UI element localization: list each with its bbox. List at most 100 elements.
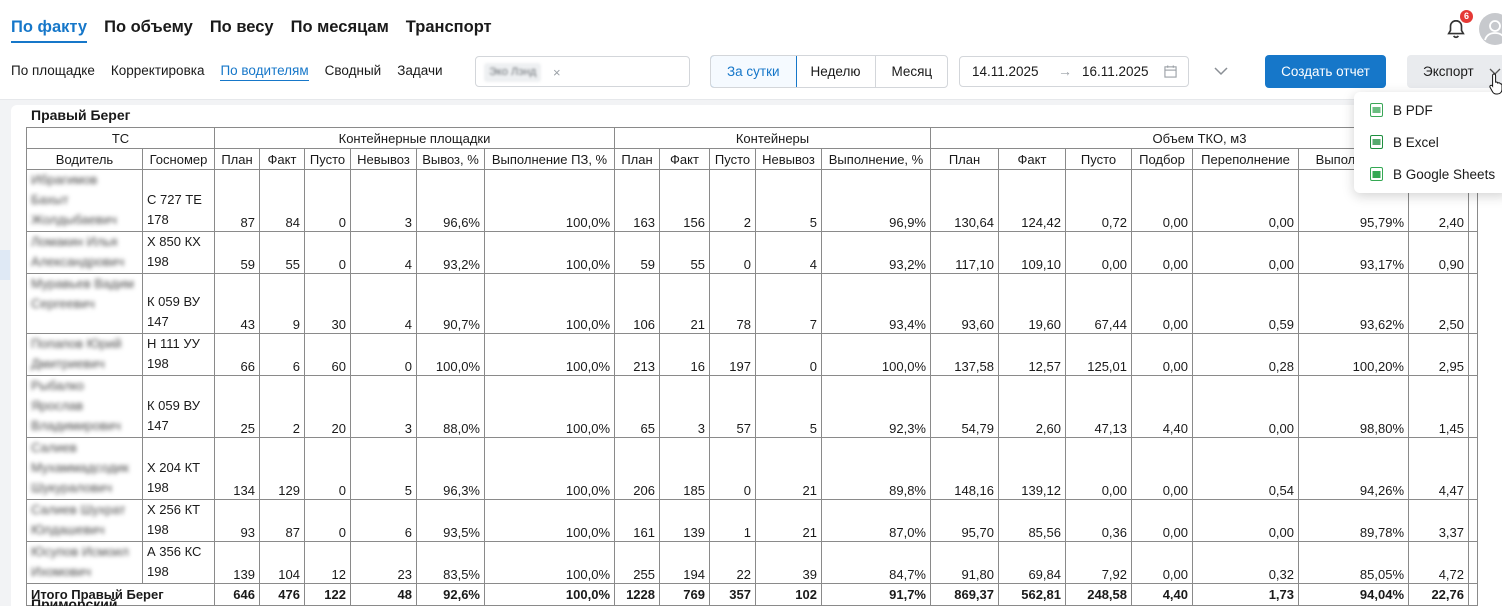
table-cell-empty [1468, 437, 1478, 500]
driver-name: Салиев Шухрат Юлдашевич [26, 499, 143, 542]
table-cell: 0,00 [1131, 333, 1193, 376]
date-to: 16.11.2025 [1082, 64, 1149, 79]
table-cell: 109,10 [998, 231, 1066, 274]
table-cell: 7,92 [1065, 541, 1132, 584]
table-cell: 0,00 [1192, 375, 1299, 438]
table-cell: 0,36 [1065, 499, 1132, 542]
export-menu-item-2[interactable]: В Google Sheets [1370, 165, 1495, 185]
table-row: Муравьев Вадим Сергеевич К 059 ВУ 147 43 9 30… [26, 273, 1478, 334]
create-report-button[interactable]: Создать отчет [1265, 55, 1386, 88]
driver-name-text: Муравьев Вадим Сергеевич [31, 276, 134, 311]
main-tabs: По факту По объему По весу По месяцам Трансп… [11, 18, 509, 43]
sub-tab-0[interactable]: По площадке [11, 63, 95, 78]
export-menu-item-1[interactable]: В Excel [1370, 133, 1439, 153]
chip-close-icon[interactable]: × [553, 65, 561, 80]
table-cell: 89,78% [1298, 499, 1409, 542]
sub-tab-2[interactable]: По водителям [220, 63, 309, 81]
table-cell: 69,84 [998, 541, 1066, 584]
site-filter-input[interactable]: Эко Лэнд × [475, 56, 690, 87]
table-cell: 104 [259, 541, 305, 584]
table-cell: 55 [259, 231, 305, 274]
column-header: Пусто [1065, 148, 1132, 170]
table-cell: 91,80 [930, 541, 999, 584]
table-cell: 0,32 [1192, 541, 1299, 584]
table-cell: 3 [659, 375, 710, 438]
export-menu-item-0[interactable]: В PDF [1370, 101, 1433, 121]
driver-name-text: Салиев Шухрат Юлдашевич [31, 502, 126, 537]
table-cell: 1 [709, 499, 756, 542]
driver-name: Ибрагимов Бахыт Жолдыбаевич [26, 169, 143, 232]
chevron-down-icon[interactable] [1213, 63, 1229, 79]
table-cell: 66 [214, 333, 260, 376]
table-cell: 3,37 [1408, 499, 1469, 542]
bell-icon[interactable] [1445, 18, 1467, 40]
table-cell: 0,00 [1065, 231, 1132, 274]
avatar[interactable] [1479, 13, 1502, 45]
group-header: Контейнерные площадки [214, 127, 615, 149]
sub-tab-3[interactable]: Сводный [324, 63, 382, 78]
section-title: Правый Берег [31, 107, 131, 123]
table-cell: 0,90 [1408, 231, 1469, 274]
export-menu-label: В PDF [1393, 103, 1433, 118]
table-cell-empty [1468, 333, 1478, 376]
table-cell: 87 [259, 499, 305, 542]
user-icon [1484, 20, 1502, 41]
top-bar: По факту По объему По весу По месяцам Трансп… [0, 0, 1502, 100]
table-cell: 87 [214, 169, 260, 232]
table-cell: 2 [259, 375, 305, 438]
table-cell: 95,70 [930, 499, 999, 542]
column-header: План [614, 148, 660, 170]
total-cell: 476 [259, 583, 305, 606]
driver-name-text: Юсупов Исмоил Ихомович [31, 544, 129, 579]
export-menu-label: В Excel [1393, 135, 1439, 150]
table-cell: 94,26% [1298, 437, 1409, 500]
table-cell: 98,80% [1298, 375, 1409, 438]
table-cell: 117,10 [930, 231, 999, 274]
driver-name-text: Салиев Мухаммадсодик Шукуралович [31, 440, 129, 495]
plate-line: Н 111 УУ [147, 336, 200, 351]
table-cell: 139 [214, 541, 260, 584]
table-cell: 19,60 [998, 273, 1066, 334]
period-option-2[interactable]: Месяц [891, 64, 933, 79]
export-button[interactable]: Экспорт [1407, 55, 1502, 88]
plate-line: 147 [147, 314, 169, 329]
table-cell: 20 [304, 375, 351, 438]
table-cell: 0,54 [1192, 437, 1299, 500]
tab-main-3[interactable]: По месяцам [290, 18, 389, 36]
tab-main-0[interactable]: По факту [11, 18, 88, 43]
date-range-picker[interactable]: 14.11.2025 → 16.11.2025 [959, 56, 1189, 87]
export-button-label: Экспорт [1423, 64, 1474, 79]
table-cell: 6 [259, 333, 305, 376]
sidebar-edge [0, 250, 10, 280]
table-cell: 0,00 [1131, 231, 1193, 274]
calendar-icon[interactable] [1164, 65, 1177, 78]
table-cell: 129 [259, 437, 305, 500]
table-cell: 93,5% [416, 499, 485, 542]
table-cell: 12,57 [998, 333, 1066, 376]
table-cell: 213 [614, 333, 660, 376]
table-cell: 4,40 [1131, 375, 1193, 438]
table-cell: 156 [659, 169, 710, 232]
table-cell: 4,47 [1408, 437, 1469, 500]
table-cell: 3 [350, 375, 417, 438]
table-row: Салиев Шухрат Юлдашевич Х 256 КТ 198 93 87 0 6… [26, 499, 1478, 542]
sub-tab-1[interactable]: Корректировка [110, 63, 205, 78]
table-cell: 163 [614, 169, 660, 232]
period-option-1[interactable]: Неделю [796, 56, 877, 87]
table-cell: 88,0% [416, 375, 485, 438]
table-cell: 93,2% [416, 231, 485, 274]
table-cell: 0,00 [1131, 273, 1193, 334]
plate-line: С 727 ТЕ [147, 192, 202, 207]
period-option-0[interactable]: За сутки [711, 56, 797, 87]
arrow-right-icon: → [1058, 63, 1072, 79]
table-cell: 4 [350, 231, 417, 274]
notification-badge: 6 [1460, 10, 1473, 23]
tab-main-4[interactable]: Транспорт [405, 18, 492, 36]
sub-tab-4[interactable]: Задачи [397, 63, 443, 78]
total-label: Итого Правый Берег [26, 583, 215, 606]
table-cell: 0,00 [1192, 499, 1299, 542]
tab-main-2[interactable]: По весу [209, 18, 274, 36]
plate-number: Х 850 КХ 198 [142, 231, 215, 274]
tab-main-1[interactable]: По объему [104, 18, 193, 36]
table-cell: 84 [259, 169, 305, 232]
